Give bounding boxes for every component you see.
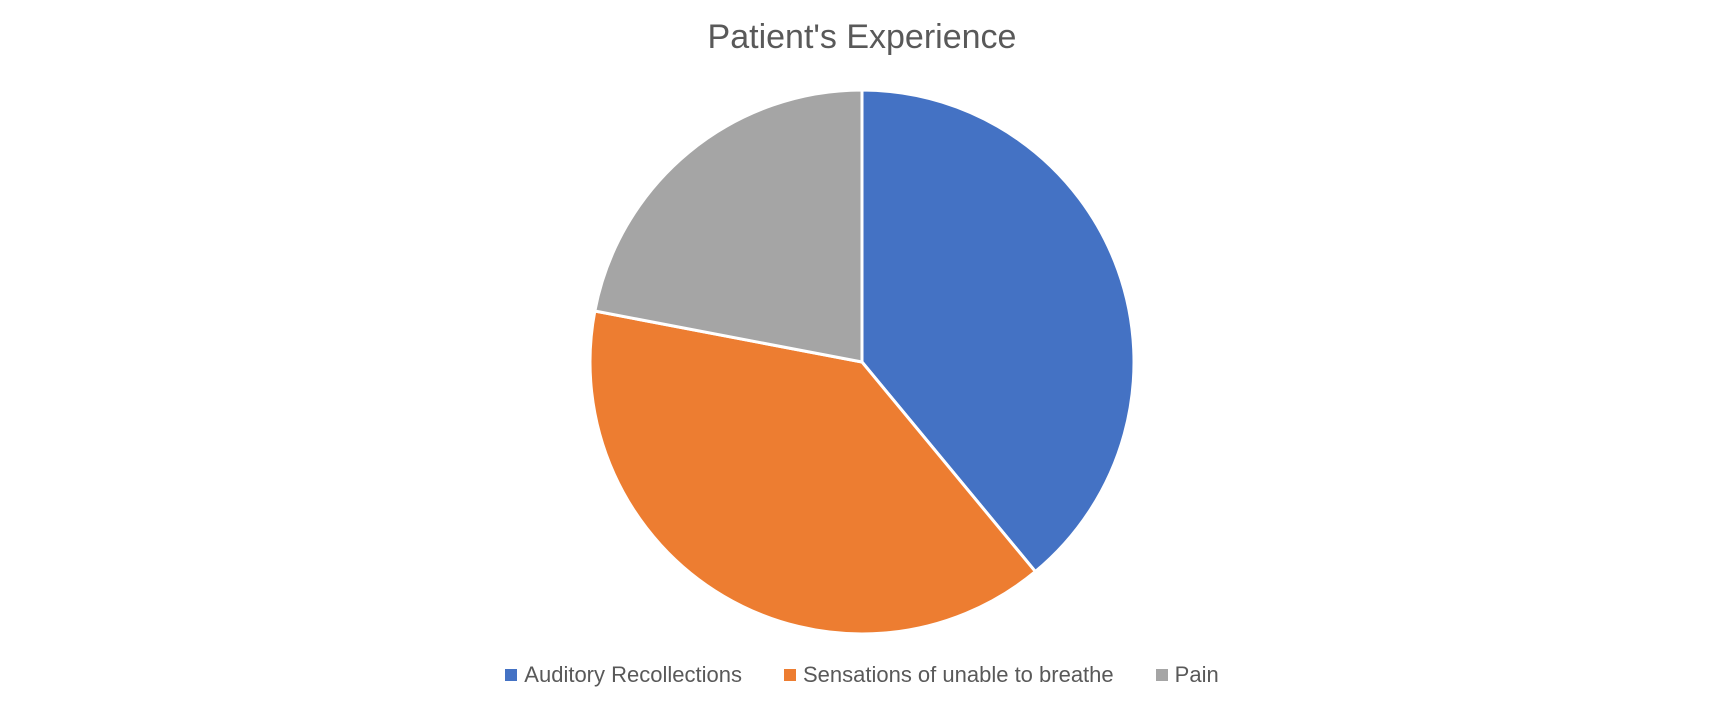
pie-slice-sensations-of-unable-to-breathe [588,309,1037,636]
legend-swatch [505,669,518,681]
pie-slice-pain [593,88,864,364]
legend-item-pain: Pain [1155,662,1219,688]
legend-swatch [1155,669,1168,681]
legend-label: Sensations of unable to breathe [802,662,1114,687]
legend-label: Pain [1174,662,1219,687]
chart-title: Patient's Experience [707,18,1017,56]
pie-slice-auditory-recollections [860,88,1136,574]
pie-slices [588,88,1136,636]
legend-swatch [783,669,796,681]
legend-item-auditory-recollections: Auditory Recollections [505,662,742,688]
legend-label: Auditory Recollections [524,662,742,687]
legend-item-sensations-of-unable-to-breathe: Sensations of unable to breathe [783,662,1114,688]
chart-legend: Auditory Recollections Sensations of unab… [0,662,1724,688]
